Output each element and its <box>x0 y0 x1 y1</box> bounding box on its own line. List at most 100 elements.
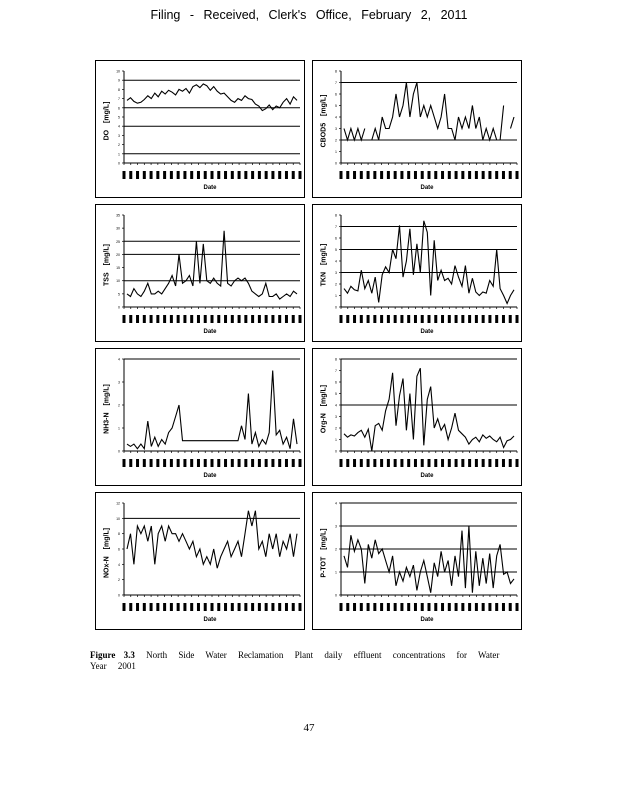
x-tick-label <box>441 603 445 611</box>
y-tick-label: 2 <box>335 283 337 287</box>
y-tick-label: 7 <box>335 81 337 85</box>
x-tick-label <box>217 459 221 467</box>
y-tick-label: 8 <box>118 532 120 536</box>
y-axis-label: TKN [mg/L] <box>317 215 331 315</box>
x-tick-label <box>447 603 451 611</box>
x-tick-label <box>386 603 390 611</box>
caption-text: North Side Water Reclamation Plant daily… <box>90 650 500 671</box>
x-tick-label <box>190 171 194 179</box>
series-line <box>126 510 298 569</box>
x-axis-label: Date <box>420 473 434 479</box>
x-tick-label <box>136 459 140 467</box>
y-tick-label: 1 <box>118 152 120 156</box>
x-tick-label <box>481 459 485 467</box>
x-tick-label <box>441 459 445 467</box>
x-tick-label <box>291 171 295 179</box>
x-tick-label <box>515 603 519 611</box>
y-axis-label-text: P-TOT [mg/L] <box>320 528 328 578</box>
x-tick-label <box>244 459 248 467</box>
x-tick-label <box>474 603 478 611</box>
x-tick-label <box>122 603 126 611</box>
y-tick-label: 0 <box>118 162 120 166</box>
x-tick-label <box>291 603 295 611</box>
x-tick-label <box>291 459 295 467</box>
x-tick-label <box>353 171 357 179</box>
x-tick-label <box>278 171 282 179</box>
x-tick-label <box>163 603 167 611</box>
y-tick-label: 3 <box>335 415 337 419</box>
x-tick-label <box>298 171 302 179</box>
x-tick-label <box>339 315 343 323</box>
x-tick-label <box>407 459 411 467</box>
x-tick-label <box>203 315 207 323</box>
x-axis-label: Date <box>203 185 217 191</box>
x-tick-label <box>210 171 214 179</box>
x-tick-label <box>380 459 384 467</box>
x-tick-label <box>230 459 234 467</box>
x-tick-label <box>136 171 140 179</box>
x-tick-label <box>380 603 384 611</box>
chart-5: 0 1 2 3 4 NH3-N [mg/L] Date <box>95 348 305 486</box>
x-tick-label <box>257 459 261 467</box>
x-tick-label <box>264 315 268 323</box>
x-tick-label <box>373 459 377 467</box>
x-tick-label <box>386 315 390 323</box>
chart-7: 0 2 4 6 8 10 12 NOx-N [mg/L] Date <box>95 492 305 630</box>
page-number: 47 <box>303 722 315 734</box>
x-tick-label <box>359 315 363 323</box>
y-axis-label-text: Org-N [mg/L] <box>320 384 328 434</box>
x-tick-label <box>284 459 288 467</box>
chart-1: 0 1 2 3 4 5 6 7 8 9 10 DO [mg/L] Date <box>95 60 305 198</box>
x-tick-label <box>366 171 370 179</box>
y-tick-label: 1 <box>335 438 337 442</box>
x-tick-label <box>244 315 248 323</box>
y-tick-label: 7 <box>335 225 337 229</box>
x-tick-label <box>237 171 241 179</box>
y-axis-label: DO [mg/L] <box>100 71 114 171</box>
y-tick-label: 5 <box>335 104 337 108</box>
x-tick-label <box>284 603 288 611</box>
x-tick-label <box>427 459 431 467</box>
series-line <box>343 82 515 142</box>
x-tick-label <box>156 315 160 323</box>
x-tick-label <box>400 459 404 467</box>
x-tick-label <box>156 603 160 611</box>
chart-8: 0 1 2 3 4 P-TOT [mg/L] Date <box>312 492 522 630</box>
y-tick-label: 7 <box>335 369 337 373</box>
x-tick-label <box>400 315 404 323</box>
x-tick-label <box>284 171 288 179</box>
x-tick-label <box>163 171 167 179</box>
y-axis-label: CBOD5 [mg/L] <box>317 71 331 171</box>
x-tick-label <box>474 459 478 467</box>
x-tick-label <box>481 171 485 179</box>
x-tick-label <box>271 315 275 323</box>
x-tick-label <box>230 603 234 611</box>
y-axis-label: P-TOT [mg/L] <box>317 503 331 603</box>
x-tick-label <box>203 603 207 611</box>
y-axis-label: NH3-N [mg/L] <box>100 359 114 459</box>
x-tick-label <box>393 315 397 323</box>
x-tick-label <box>420 315 424 323</box>
y-tick-label: 5 <box>335 392 337 396</box>
y-axis-label-text: TKN [mg/L] <box>320 243 328 287</box>
x-tick-label <box>400 171 404 179</box>
x-tick-label <box>149 171 153 179</box>
x-tick-label <box>454 315 458 323</box>
y-tick-label: 4 <box>118 563 120 567</box>
x-tick-label <box>407 315 411 323</box>
y-tick-label: 6 <box>118 548 120 552</box>
x-tick-label <box>454 171 458 179</box>
x-tick-label <box>210 315 214 323</box>
x-tick-label <box>508 171 512 179</box>
y-tick-label: 12 <box>116 502 120 506</box>
x-tick-label <box>264 459 268 467</box>
x-tick-label <box>495 315 499 323</box>
x-tick-label <box>508 459 512 467</box>
x-tick-label <box>434 315 438 323</box>
x-tick-label <box>251 171 255 179</box>
x-tick-label <box>434 603 438 611</box>
y-axis-label-text: DO [mg/L] <box>103 101 111 141</box>
x-tick-label <box>278 603 282 611</box>
x-tick-label <box>400 603 404 611</box>
x-tick-label <box>183 315 187 323</box>
